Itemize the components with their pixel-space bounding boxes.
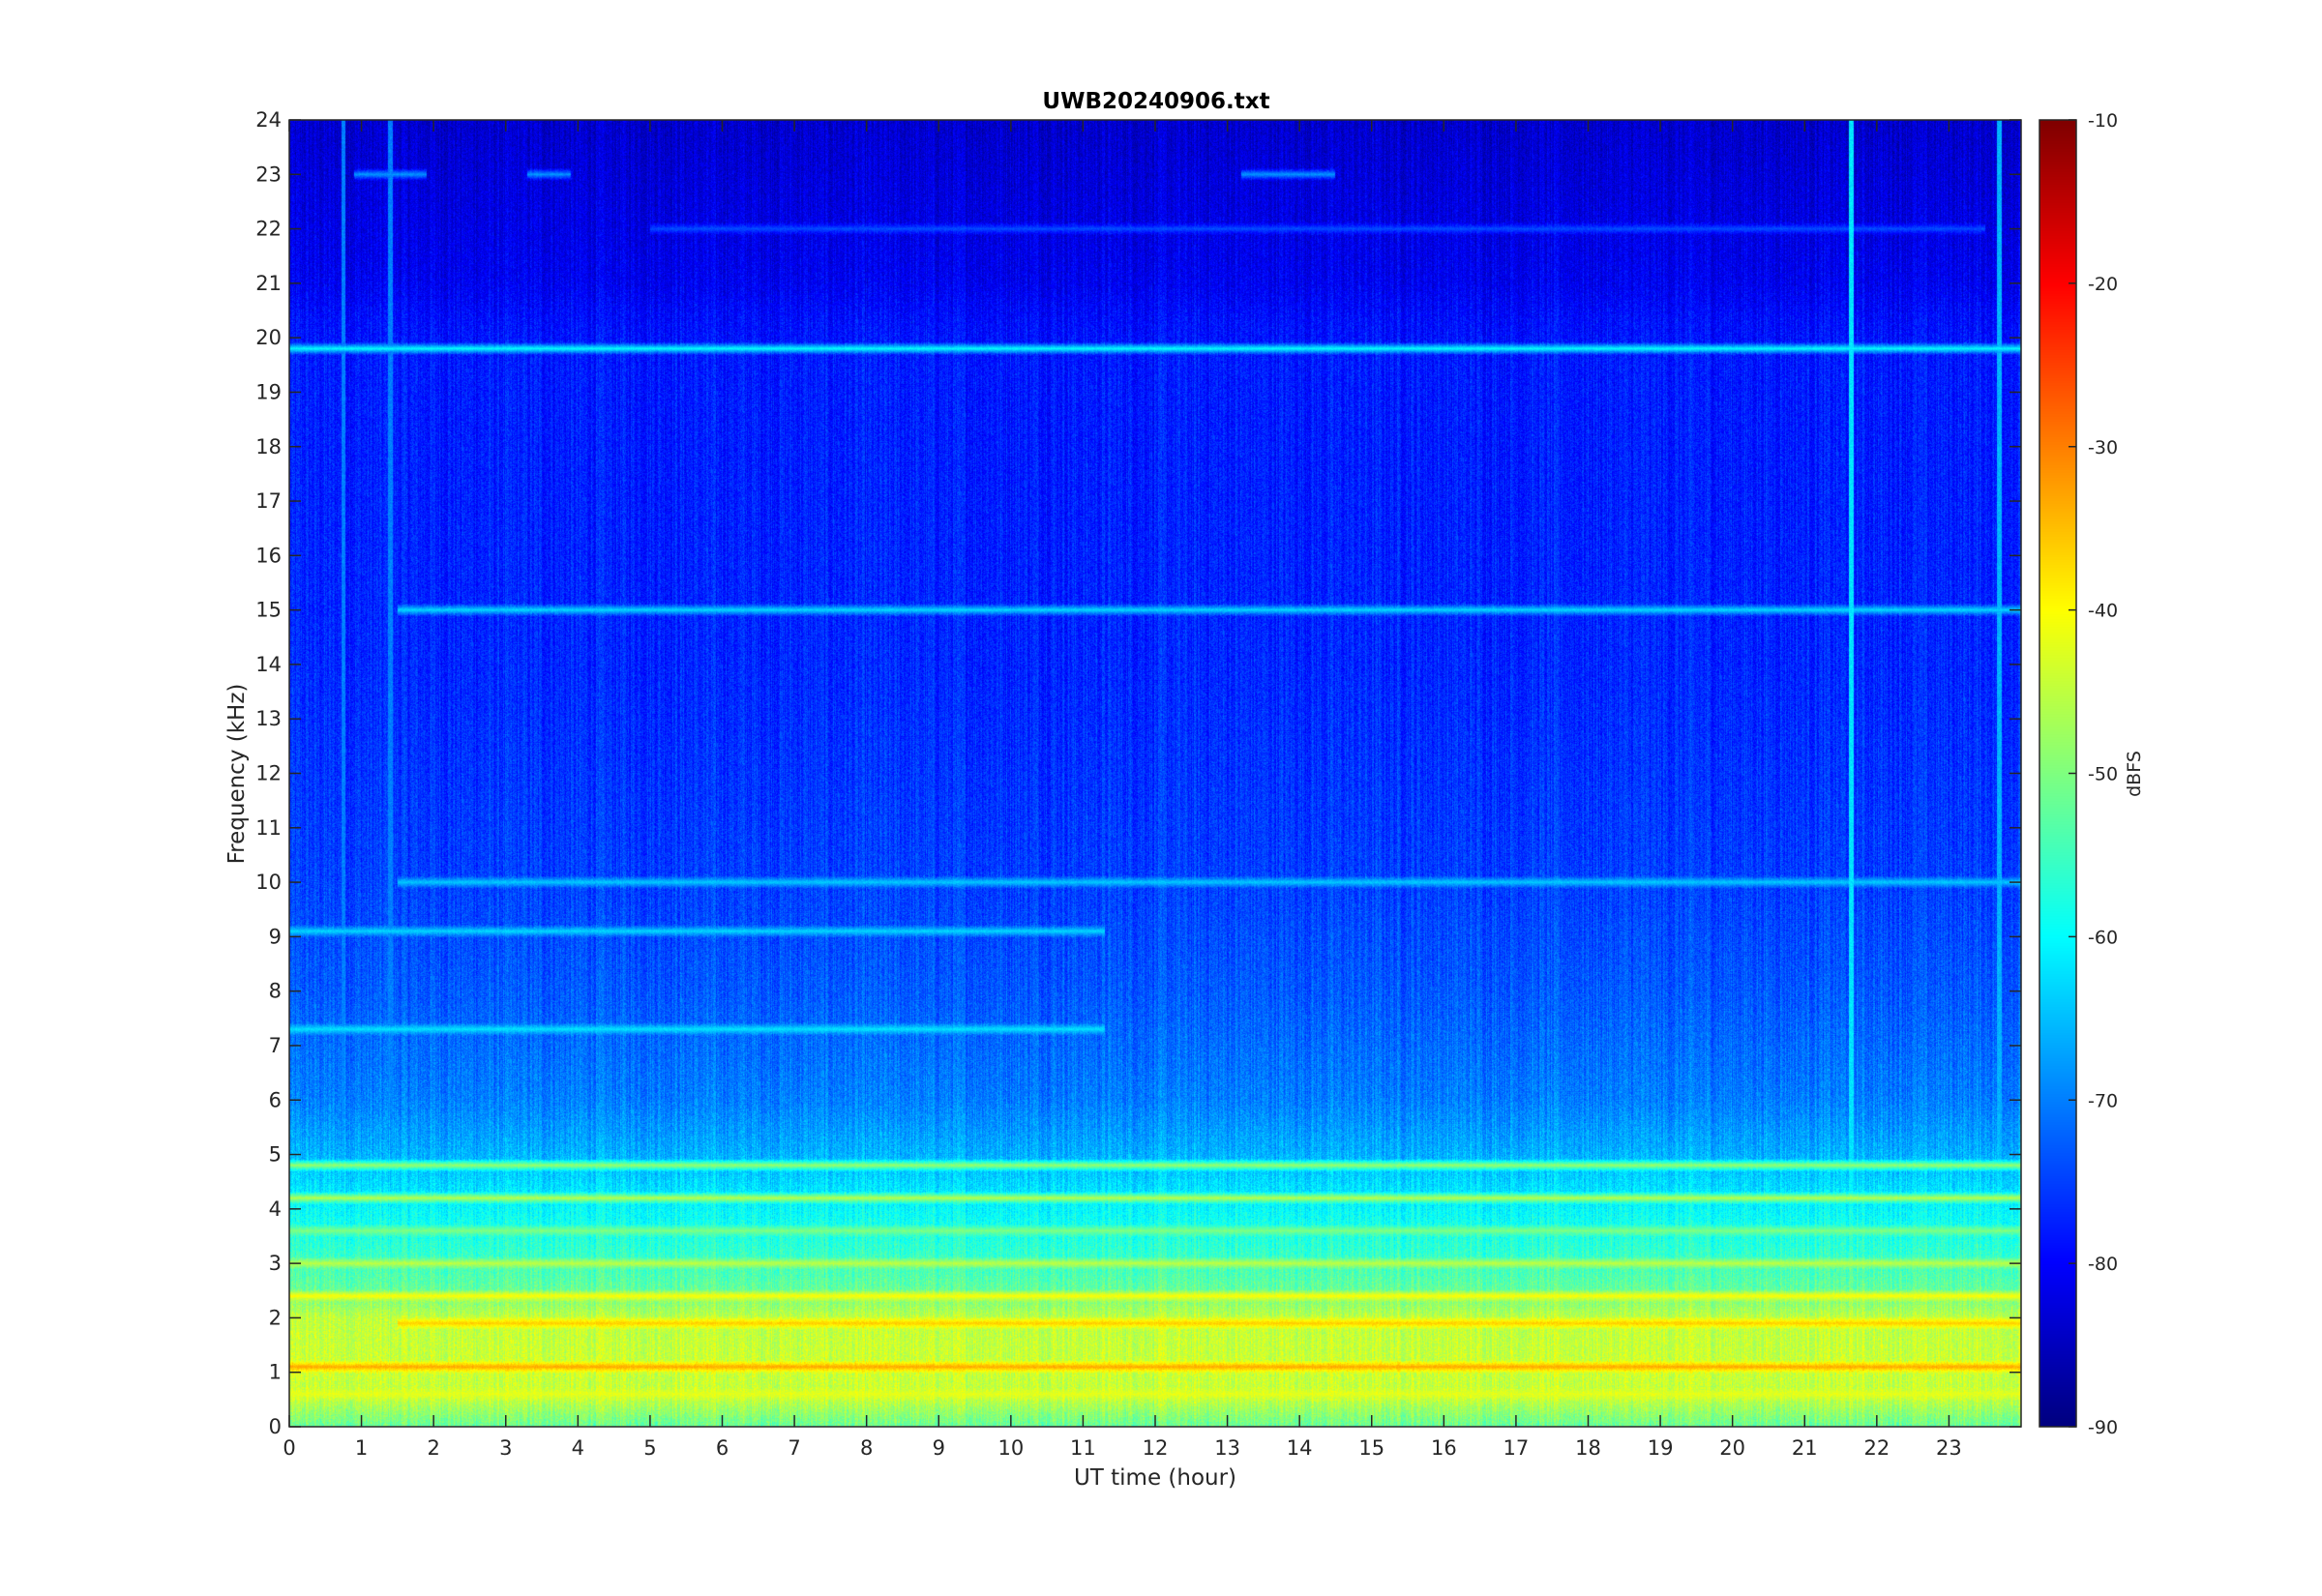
y-tick-label: 24 xyxy=(255,108,282,132)
x-axis: 0 1 2 3 4 5 6 7 8 9 10 11 12 13 14 15 16 17 18 19 20 21 22 23 xyxy=(283,120,1962,1460)
x-tick-label: 19 xyxy=(1648,1436,1674,1460)
y-tick-label: 22 xyxy=(255,218,282,241)
y-tick-label: 14 xyxy=(255,653,282,676)
y-tick-label: 23 xyxy=(255,163,282,186)
colorbar-label: dBFS xyxy=(2124,751,2145,797)
colorbar: -90 -80 -70 -60 -50 -40 -30 -20 -10 dBFS xyxy=(2039,110,2145,1438)
x-tick-label: 5 xyxy=(643,1436,656,1460)
colorbar-tick-label: -50 xyxy=(2088,764,2118,785)
y-tick-label: 5 xyxy=(269,1143,282,1167)
colorbar-tick-label: -40 xyxy=(2088,601,2118,622)
y-tick-label: 7 xyxy=(269,1034,282,1057)
x-tick-label: 14 xyxy=(1287,1436,1313,1460)
colorbar-tick-label: -30 xyxy=(2088,437,2118,458)
x-tick-label: 7 xyxy=(788,1436,800,1460)
colorbar-ticks: -90 -80 -70 -60 -50 -40 -30 -20 -10 xyxy=(2069,110,2118,1438)
y-tick-label: 11 xyxy=(255,816,282,840)
x-tick-label: 6 xyxy=(716,1436,729,1460)
x-tick-label: 17 xyxy=(1503,1436,1530,1460)
y-tick-label: 12 xyxy=(255,762,282,785)
x-tick-label: 1 xyxy=(355,1436,368,1460)
x-tick-label: 20 xyxy=(1719,1436,1745,1460)
colorbar-tick-label: -10 xyxy=(2088,110,2118,132)
plot-area xyxy=(288,119,2022,1428)
y-tick-label: 10 xyxy=(255,871,282,894)
y-tick-label: 0 xyxy=(269,1415,282,1438)
y-tick-label: 2 xyxy=(269,1306,282,1329)
x-tick-label: 16 xyxy=(1431,1436,1457,1460)
x-tick-label: 0 xyxy=(283,1436,295,1460)
y-tick-label: 15 xyxy=(255,599,282,622)
colorbar-tick-label: -90 xyxy=(2088,1417,2118,1438)
y-tick-label: 20 xyxy=(255,326,282,349)
x-tick-label: 11 xyxy=(1070,1436,1096,1460)
y-tick-label: 1 xyxy=(269,1361,282,1384)
x-tick-label: 23 xyxy=(1936,1436,1962,1460)
y-axis-label: Frequency (kHz) xyxy=(224,684,250,865)
y-tick-label: 4 xyxy=(269,1197,282,1221)
x-tick-label: 8 xyxy=(860,1436,873,1460)
x-axis-label: UT time (hour) xyxy=(1074,1465,1236,1491)
colorbar-tick-label: -80 xyxy=(2088,1254,2118,1275)
chart-title: UWB20240906.txt xyxy=(1042,89,1269,114)
x-tick-label: 3 xyxy=(499,1436,512,1460)
y-tick-label: 6 xyxy=(269,1088,282,1111)
x-tick-label: 13 xyxy=(1214,1436,1240,1460)
y-tick-label: 19 xyxy=(255,380,282,403)
spectrogram-heatmap xyxy=(289,120,2021,1427)
y-tick-label: 21 xyxy=(255,272,282,295)
x-tick-label: 15 xyxy=(1358,1436,1384,1460)
x-tick-label: 4 xyxy=(572,1436,584,1460)
y-tick-label: 17 xyxy=(255,489,282,513)
x-tick-label: 12 xyxy=(1143,1436,1169,1460)
y-tick-label: 8 xyxy=(269,980,282,1003)
colorbar-tick-label: -70 xyxy=(2088,1090,2118,1111)
colorbar-tick-label: -60 xyxy=(2088,927,2118,948)
y-tick-label: 3 xyxy=(269,1252,282,1275)
y-tick-label: 18 xyxy=(255,435,282,458)
x-tick-label: 2 xyxy=(427,1436,439,1460)
x-tick-label: 10 xyxy=(997,1436,1024,1460)
y-tick-label: 16 xyxy=(255,544,282,567)
colorbar-tick-label: -20 xyxy=(2088,274,2118,295)
y-tick-label: 13 xyxy=(255,707,282,730)
y-tick-label: 9 xyxy=(269,925,282,948)
x-tick-label: 22 xyxy=(1863,1436,1890,1460)
x-tick-label: 9 xyxy=(933,1436,945,1460)
x-tick-label: 18 xyxy=(1575,1436,1601,1460)
x-tick-label: 21 xyxy=(1792,1436,1818,1460)
